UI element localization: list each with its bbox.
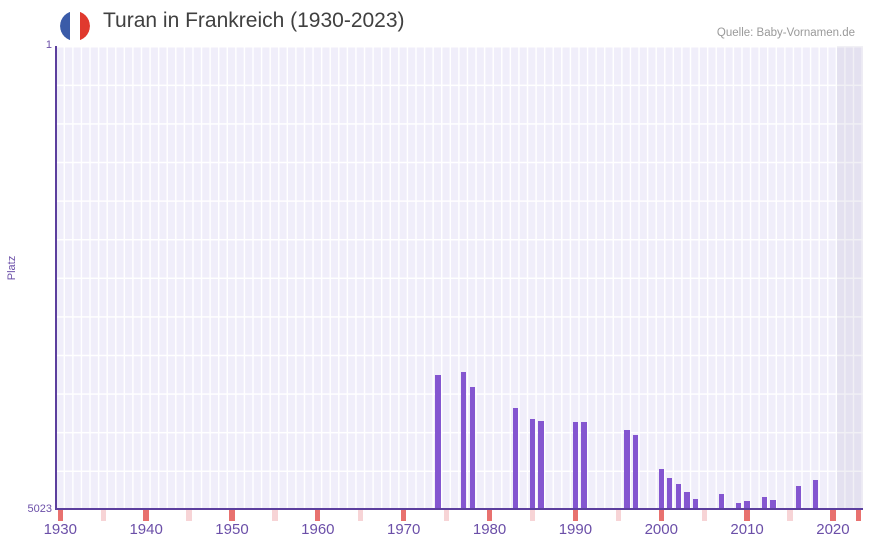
x-axis-tick-mark bbox=[830, 510, 836, 521]
x-axis-tick-mark bbox=[658, 510, 664, 521]
x-axis-tick-mark bbox=[315, 510, 321, 521]
x-axis-tick-mark bbox=[787, 510, 793, 521]
x-axis-tick-mark bbox=[701, 510, 707, 521]
x-axis-tick-mark bbox=[100, 510, 106, 521]
x-axis-tick-mark bbox=[529, 510, 536, 521]
x-axis-tick-label: 1950 bbox=[215, 521, 249, 538]
x-axis-tick-mark bbox=[856, 510, 862, 521]
bar bbox=[744, 501, 750, 509]
x-axis-tick-mark bbox=[744, 510, 750, 521]
x-axis-tick-mark bbox=[186, 510, 192, 521]
bar bbox=[684, 492, 690, 509]
bar bbox=[461, 372, 467, 509]
page-title: Turan in Frankreich (1930-2023) bbox=[103, 9, 405, 32]
bar bbox=[435, 375, 441, 509]
x-axis-tick-mark bbox=[358, 510, 364, 521]
y-axis-tick-top: 1 bbox=[45, 39, 52, 51]
x-axis-tick-label: 1960 bbox=[301, 521, 335, 538]
bar bbox=[761, 497, 767, 509]
bar bbox=[795, 485, 802, 509]
x-axis-line bbox=[55, 508, 863, 510]
y-axis-title: Platz bbox=[6, 255, 18, 281]
bar bbox=[813, 479, 819, 509]
bar bbox=[572, 421, 579, 509]
x-axis-tick-label: 1940 bbox=[129, 521, 163, 538]
x-axis-tick-mark bbox=[615, 510, 621, 521]
x-axis-tick-label: 1990 bbox=[558, 521, 593, 538]
x-axis-tick-mark bbox=[57, 510, 63, 521]
x-axis-tick-label: 2010 bbox=[730, 521, 764, 538]
plot-area bbox=[56, 46, 863, 509]
shaded-region bbox=[837, 46, 863, 509]
x-axis-tick-label: 1930 bbox=[43, 521, 77, 538]
bar bbox=[624, 430, 630, 509]
grid-lines bbox=[56, 46, 863, 509]
bars-layer bbox=[56, 46, 863, 509]
bar bbox=[529, 419, 536, 509]
bar bbox=[692, 498, 699, 509]
y-axis-line bbox=[55, 46, 57, 510]
x-axis-tick-mark bbox=[229, 510, 235, 521]
x-axis-tick-labels: 1930 1940 1950 1960 1970 1980 1990 2000 2010 2020 bbox=[0, 521, 873, 547]
bar bbox=[658, 468, 664, 509]
bar bbox=[469, 387, 476, 509]
chart-header: Turan in Frankreich (1930-2023) Quelle: … bbox=[0, 0, 873, 44]
y-axis-tick-bottom: 5023 bbox=[27, 503, 52, 515]
source-label: Quelle: Baby-Vornamen.de bbox=[716, 27, 855, 39]
x-axis-tick-mark bbox=[443, 510, 450, 521]
x-axis-tick-mark bbox=[572, 510, 579, 521]
bar bbox=[632, 435, 639, 509]
bar bbox=[770, 500, 776, 509]
x-axis-tick-label: 1980 bbox=[472, 521, 507, 538]
bar bbox=[735, 502, 742, 509]
x-axis-tick-mark bbox=[272, 510, 278, 521]
x-axis-tick-label: 1970 bbox=[387, 521, 421, 538]
france-flag-icon bbox=[60, 11, 90, 41]
bar bbox=[667, 477, 673, 509]
bar bbox=[718, 494, 724, 509]
x-axis-tick-mark bbox=[143, 510, 149, 521]
x-axis-tick-marks bbox=[56, 510, 863, 521]
bar bbox=[538, 420, 544, 509]
bar bbox=[581, 421, 587, 509]
x-axis-tick-label: 2020 bbox=[816, 521, 850, 538]
x-axis-tick-mark bbox=[401, 510, 407, 521]
bar bbox=[675, 484, 682, 509]
bar bbox=[512, 408, 518, 509]
x-axis-tick-label: 2000 bbox=[644, 521, 678, 538]
x-axis-tick-mark bbox=[486, 510, 493, 521]
